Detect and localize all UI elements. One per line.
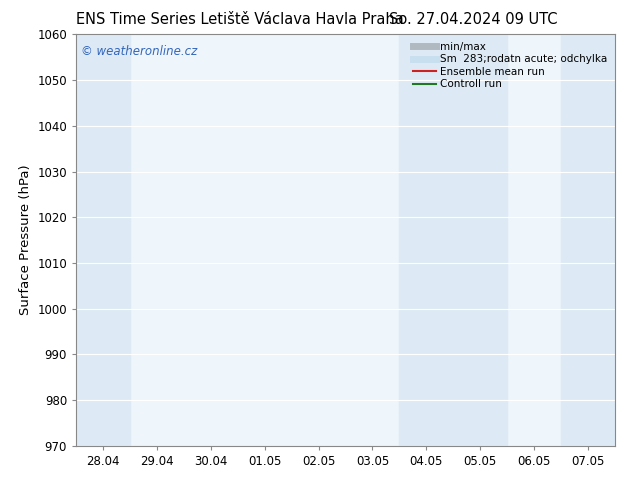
Y-axis label: Surface Pressure (hPa): Surface Pressure (hPa) xyxy=(19,165,32,316)
Legend: min/max, Sm  283;rodatn acute; odchylka, Ensemble mean run, Controll run: min/max, Sm 283;rodatn acute; odchylka, … xyxy=(411,40,610,92)
Bar xyxy=(399,34,507,446)
Bar xyxy=(76,34,130,446)
Text: ENS Time Series Letiště Václava Havla Praha: ENS Time Series Letiště Václava Havla Pr… xyxy=(76,12,404,27)
Bar xyxy=(561,34,615,446)
Text: So. 27.04.2024 09 UTC: So. 27.04.2024 09 UTC xyxy=(389,12,558,27)
Text: © weatheronline.cz: © weatheronline.cz xyxy=(81,45,198,58)
